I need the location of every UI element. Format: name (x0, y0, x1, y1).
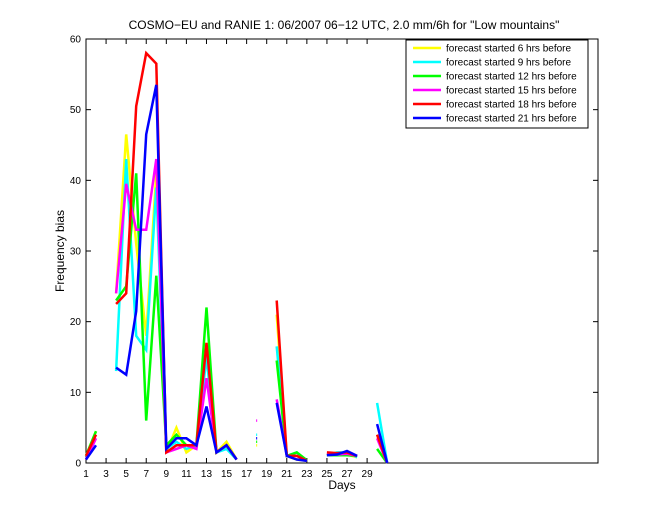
series-path (115, 84, 238, 461)
y-axis-title: Frequency bias (53, 210, 67, 292)
x-tick-label: 25 (321, 469, 333, 480)
legend-label: forecast started 21 hrs before (446, 114, 577, 125)
chart-title: COSMO−EU and RANIE 1: 06/2007 06−12 UTC,… (129, 18, 560, 32)
series-path (84, 434, 98, 457)
x-tick-label: 23 (301, 469, 313, 480)
series-path (326, 449, 358, 458)
x-tick-label: 9 (164, 469, 170, 480)
x-tick-label: 13 (201, 469, 213, 480)
x-tick-label: 5 (123, 469, 129, 480)
x-tick-label: 11 (181, 469, 192, 480)
y-tick-label: 60 (70, 35, 82, 46)
legend-box (405, 39, 589, 129)
series-path (375, 423, 389, 464)
x-axis-title: Days (328, 478, 355, 492)
y-tick-label: 10 (70, 388, 82, 399)
legend-label: forecast started 6 hrs before (446, 44, 572, 55)
x-tick-label: 7 (143, 469, 149, 480)
legend-label: forecast started 12 hrs before (446, 72, 577, 83)
x-tick-label: 29 (362, 469, 374, 480)
series-path (115, 50, 238, 461)
x-tick-label: 27 (341, 469, 353, 480)
x-tick-label: 17 (241, 469, 253, 480)
y-tick-label: 50 (70, 105, 82, 116)
x-tick-label: 21 (281, 469, 293, 480)
series-path (275, 402, 308, 463)
y-tick-label: 30 (70, 247, 82, 258)
x-tick-label: 19 (261, 469, 273, 480)
y-tick-label: 0 (75, 459, 81, 470)
series-path (275, 360, 308, 462)
series-path (275, 300, 308, 463)
legend-label: forecast started 15 hrs before (446, 86, 577, 97)
y-tick-label: 20 (70, 317, 82, 328)
x-tick-label: 1 (83, 469, 89, 480)
series-line (84, 84, 389, 464)
series-path (84, 444, 98, 461)
legend-label: forecast started 9 hrs before (446, 58, 572, 69)
y-tick-label: 40 (70, 176, 82, 187)
legend-label: forecast started 18 hrs before (446, 100, 577, 111)
legend: forecast started 6 hrs before forecast st… (405, 39, 589, 129)
x-tick-label: 15 (221, 469, 233, 480)
x-tick-label: 3 (103, 469, 109, 480)
